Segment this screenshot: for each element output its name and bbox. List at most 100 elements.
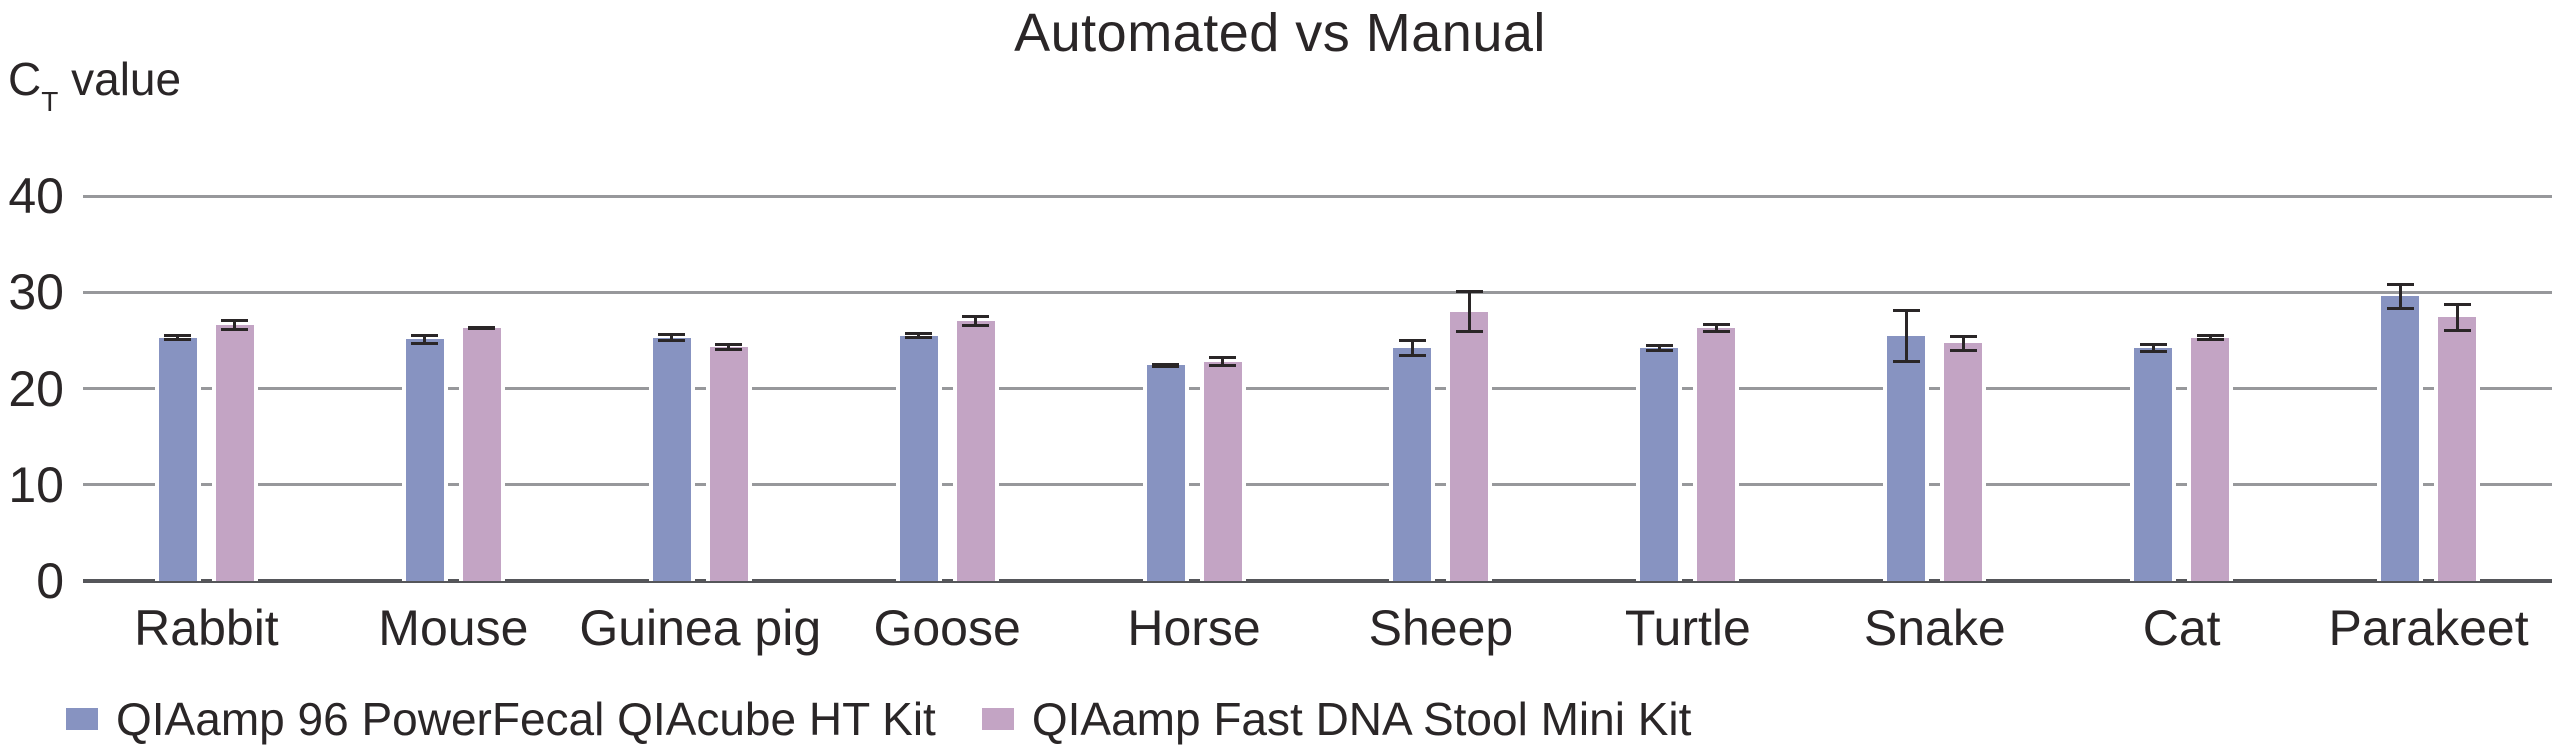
error-bar — [164, 333, 192, 342]
error-bar — [221, 319, 249, 331]
error-bar-cap-bottom — [2386, 306, 2414, 310]
error-bar-cap-bottom — [1892, 359, 1920, 363]
bar-series1 — [1142, 362, 1189, 581]
bar-series1 — [895, 331, 942, 581]
bar-series1 — [401, 333, 448, 581]
legend-label: QIAamp 96 PowerFecal QIAcube HT Kit — [116, 693, 936, 745]
error-bar-cap-bottom — [1455, 329, 1483, 333]
error-bar-cap-bottom — [905, 336, 933, 340]
error-bar-cap-bottom — [2443, 328, 2471, 332]
error-bar-cap-top — [411, 333, 439, 337]
x-axis-line — [83, 579, 2552, 583]
x-axis-label: Cat — [2142, 600, 2221, 656]
bar-series2 — [2434, 302, 2481, 581]
error-bar-cap-top — [1209, 355, 1237, 359]
bar-series1 — [2377, 282, 2424, 581]
error-bar-cap-top — [658, 332, 686, 336]
error-bar-cap-bottom — [1209, 364, 1237, 368]
gridline-30 — [83, 290, 2552, 294]
error-bar-cap-bottom — [221, 327, 249, 331]
error-bar-cap-bottom — [962, 323, 990, 327]
error-bar-cap-bottom — [715, 347, 743, 351]
bar-series2 — [1693, 323, 1740, 581]
error-bar-line — [1221, 355, 1225, 368]
x-axis-label: Goose — [873, 600, 1021, 656]
y-tick-label-40: 40 — [8, 168, 64, 224]
error-bar-line — [480, 325, 484, 330]
y-tick-label-10: 10 — [8, 456, 64, 513]
error-bar-cap-top — [1152, 362, 1180, 366]
error-bar-cap-top — [1702, 323, 1730, 327]
bar-series2 — [952, 315, 999, 581]
chart-title: Automated vs Manual — [1014, 3, 1546, 63]
x-axis-label: Mouse — [378, 600, 529, 656]
error-bar-cap-bottom — [1645, 348, 1673, 352]
error-bar-cap-top — [2443, 302, 2471, 306]
error-bar — [411, 333, 439, 346]
error-bar-cap-top — [468, 325, 496, 329]
error-bar-cap-top — [715, 343, 743, 347]
gridline-10 — [83, 483, 2552, 487]
error-bar-cap-top — [1949, 334, 1977, 338]
error-bar-cap-top — [2196, 333, 2224, 337]
error-bar — [905, 331, 933, 340]
bar-series2 — [1199, 355, 1246, 581]
error-bar-cap-bottom — [1949, 348, 1977, 352]
y-axis-label-base: C — [8, 53, 42, 105]
bar-group-rabbit: Rabbit — [134, 196, 279, 656]
error-bar — [1455, 290, 1483, 333]
legend: QIAamp 96 PowerFecal QIAcube HT Kit QIAam… — [66, 692, 1691, 746]
x-axis-label: Guinea pig — [579, 600, 822, 656]
error-bar-cap-top — [2386, 282, 2414, 286]
x-axis-label: Parakeet — [2328, 600, 2529, 656]
error-bar-cap-bottom — [2196, 338, 2224, 342]
error-bar — [1152, 362, 1180, 369]
error-bar — [1209, 355, 1237, 368]
gridline-20 — [83, 387, 2552, 390]
x-axis-label: Snake — [1863, 600, 2006, 656]
error-bar-cap-top — [164, 333, 192, 337]
error-bar — [1892, 308, 1920, 363]
error-bar-cap-top — [1645, 344, 1673, 348]
error-bar — [715, 343, 743, 351]
bar-series1 — [1883, 308, 1930, 581]
bar-series2 — [1446, 290, 1493, 581]
error-bar-line — [1410, 339, 1414, 357]
error-bar-line — [917, 331, 921, 340]
y-tick-label-0: 0 — [36, 553, 64, 609]
bar-group-sheep: Sheep — [1369, 196, 1513, 656]
y-axis-label-subscript: T — [41, 86, 59, 118]
error-bar-line — [974, 315, 978, 327]
bar-group-cat: Cat — [2130, 196, 2234, 656]
error-bar-line — [233, 319, 237, 331]
error-bar — [2196, 333, 2224, 342]
bar-series1 — [2130, 343, 2177, 581]
bar-series2 — [2187, 333, 2234, 581]
bar-series1 — [1636, 344, 1683, 581]
legend-swatch-icon — [981, 708, 1014, 730]
error-bar-cap-top — [2139, 343, 2167, 347]
error-bar-cap-bottom — [1702, 329, 1730, 333]
error-bar-cap-bottom — [2139, 349, 2167, 353]
error-bar-line — [1714, 323, 1718, 333]
bar-group-snake: Snake — [1864, 196, 2006, 656]
error-bar-cap-top — [905, 331, 933, 335]
error-bar — [2386, 282, 2414, 310]
error-bar-line — [2398, 282, 2402, 310]
error-bar-line — [2151, 343, 2155, 353]
bar-series2 — [211, 319, 258, 581]
bar-group-goose: Goose — [873, 196, 1021, 656]
y-tick-label-30: 30 — [8, 264, 64, 321]
bar-group-parakeet: Parakeet — [2328, 196, 2529, 656]
error-bar-line — [727, 343, 731, 351]
error-bar-cap-bottom — [658, 339, 686, 343]
error-bar-line — [1164, 362, 1168, 369]
bar-group-mouse: Mouse — [378, 196, 528, 656]
error-bar-cap-top — [962, 315, 990, 319]
x-axis-label: Sheep — [1368, 600, 1514, 656]
x-axis-label: Turtle — [1624, 600, 1751, 656]
gridline-40 — [83, 194, 2552, 198]
error-bar-line — [1467, 290, 1471, 333]
bar-group-horse: Horse — [1127, 196, 1261, 656]
bar-series2 — [1940, 334, 1987, 581]
